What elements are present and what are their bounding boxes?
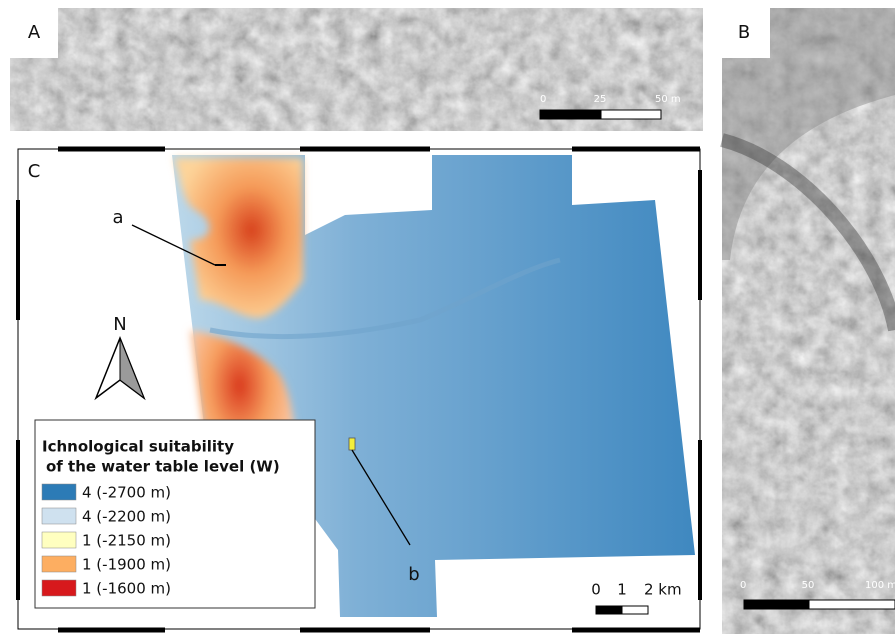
- scale-label: 2 km: [644, 581, 682, 599]
- legend-title: Ichnological suitability: [42, 438, 234, 456]
- scale-bar: [622, 606, 648, 614]
- point-label: b: [408, 564, 419, 585]
- scale-label: 0: [540, 94, 546, 105]
- legend-label: 1 (-1600 m): [82, 580, 171, 598]
- legend-label: 1 (-2150 m): [82, 532, 171, 550]
- legend-swatch: [42, 484, 76, 500]
- scale-label: 0: [740, 580, 746, 591]
- scale-bar: [744, 600, 809, 609]
- scale-bar: [540, 110, 601, 119]
- legend-swatch: [42, 580, 76, 596]
- legend: Ichnological suitability of the water ta…: [35, 420, 315, 608]
- legend-swatch: [42, 556, 76, 572]
- scale-label: 50: [802, 580, 815, 591]
- scale-label: 1: [617, 581, 627, 599]
- panel-a: A 0 25 50 m: [10, 8, 703, 131]
- legend-swatch: [42, 532, 76, 548]
- scale-bar: [596, 606, 622, 614]
- scale-label: 50 m: [655, 94, 681, 105]
- legend-swatch: [42, 508, 76, 524]
- legend-label: 1 (-1900 m): [82, 556, 171, 574]
- panel-b: B 0 50 100 m: [722, 8, 895, 634]
- scale-bar: [809, 600, 895, 609]
- panel-label: A: [28, 22, 41, 43]
- panel-label: C: [28, 161, 41, 182]
- panel-c: C a b N 0 1 2 km Ichnological suitabilit…: [18, 149, 700, 630]
- figure: A 0 25 50 m B 0 50 100 m C a b: [0, 0, 895, 634]
- scale-label: 100 m: [865, 580, 895, 591]
- north-label: N: [113, 314, 126, 335]
- panel-label: B: [738, 22, 750, 43]
- site-b: [349, 438, 355, 450]
- legend-title: of the water table level (W): [46, 458, 280, 476]
- scale-label: 0: [591, 581, 601, 599]
- legend-label: 4 (-2700 m): [82, 484, 171, 502]
- scale-label: 25: [594, 94, 607, 105]
- scale-bar: [601, 110, 661, 119]
- point-label: a: [112, 207, 123, 228]
- legend-label: 4 (-2200 m): [82, 508, 171, 526]
